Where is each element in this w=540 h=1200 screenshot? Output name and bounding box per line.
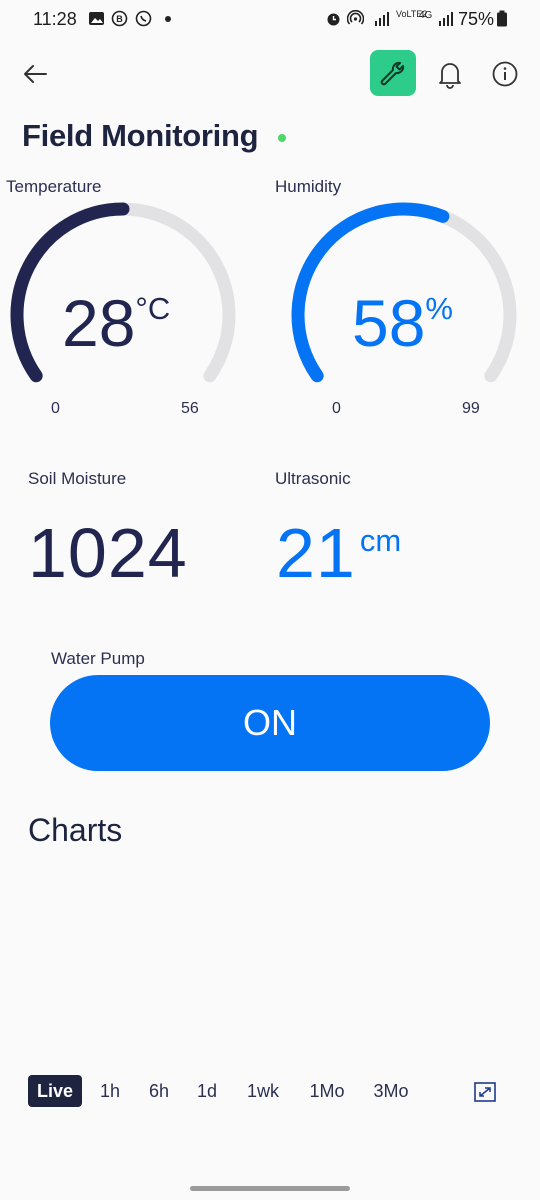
- temperature-value: 28: [62, 286, 136, 360]
- volte-label: VoLTE2: [396, 9, 428, 19]
- temperature-max: 56: [181, 400, 199, 417]
- range-tab-live[interactable]: Live: [28, 1075, 82, 1107]
- soil-moisture-value: 1024: [28, 514, 188, 592]
- humidity-unit: %: [425, 291, 453, 326]
- expand-icon[interactable]: [474, 1082, 496, 1102]
- soil-moisture-label: Soil Moisture: [28, 469, 127, 488]
- wrench-icon: [380, 61, 405, 86]
- temperature-unit: °C: [135, 291, 171, 326]
- bell-icon[interactable]: [435, 58, 465, 90]
- humidity-label: Humidity: [275, 177, 342, 196]
- range-tab-3mo[interactable]: 3Mo: [373, 1081, 409, 1101]
- humidity-readout: 58%: [352, 285, 453, 361]
- battery-percent: 75%: [458, 9, 495, 29]
- status-bar: 11:28 B VoLTE2 4G 75%: [0, 0, 540, 40]
- range-tab-1d[interactable]: 1d: [196, 1081, 218, 1101]
- hotspot-icon: [347, 10, 364, 25]
- page-title: Field Monitoring: [22, 118, 259, 153]
- temperature-label: Temperature: [6, 177, 102, 196]
- range-tab-1mo[interactable]: 1Mo: [309, 1081, 345, 1101]
- water-pump-label: Water Pump: [51, 649, 145, 668]
- gallery-icon: [89, 12, 104, 25]
- status-time: 11:28: [33, 9, 77, 29]
- ultrasonic-value: 21: [276, 514, 356, 592]
- ultrasonic-unit: cm: [359, 523, 402, 558]
- online-status-dot: [278, 134, 286, 142]
- humidity-min: 0: [332, 400, 341, 417]
- battery-icon: [497, 10, 507, 27]
- range-tab-1wk[interactable]: 1wk: [246, 1081, 279, 1101]
- humidity-gauge-fill: [291, 202, 450, 383]
- water-pump-toggle[interactable]: ON: [50, 675, 490, 771]
- ultrasonic-readout: 21 cm: [276, 513, 401, 593]
- range-tab-1h[interactable]: 1h: [99, 1081, 121, 1101]
- home-indicator[interactable]: [190, 1186, 350, 1191]
- humidity-max: 99: [462, 400, 480, 417]
- alarm-icon: [327, 13, 340, 26]
- ultrasonic-label: Ultrasonic: [275, 469, 351, 488]
- temperature-gauge-fill: [10, 202, 130, 383]
- humidity-gauge: [291, 202, 517, 383]
- signal-2-icon: [439, 12, 453, 26]
- temperature-gauge: [10, 202, 236, 383]
- signal-1-icon: [375, 12, 389, 26]
- svg-text:B: B: [116, 14, 123, 24]
- humidity-value: 58: [352, 286, 426, 360]
- range-tab-6h[interactable]: 6h: [148, 1081, 170, 1101]
- notification-dot: [165, 16, 171, 22]
- network-type: 4G: [419, 10, 433, 21]
- whatsapp-icon: [135, 10, 152, 27]
- business-chat-icon: B: [111, 10, 128, 27]
- wrench-button[interactable]: [370, 50, 416, 96]
- temperature-readout: 28°C: [62, 285, 170, 361]
- temperature-min: 0: [51, 400, 60, 417]
- info-icon[interactable]: [490, 58, 520, 90]
- back-arrow-icon[interactable]: [20, 58, 52, 90]
- charts-title: Charts: [28, 812, 123, 848]
